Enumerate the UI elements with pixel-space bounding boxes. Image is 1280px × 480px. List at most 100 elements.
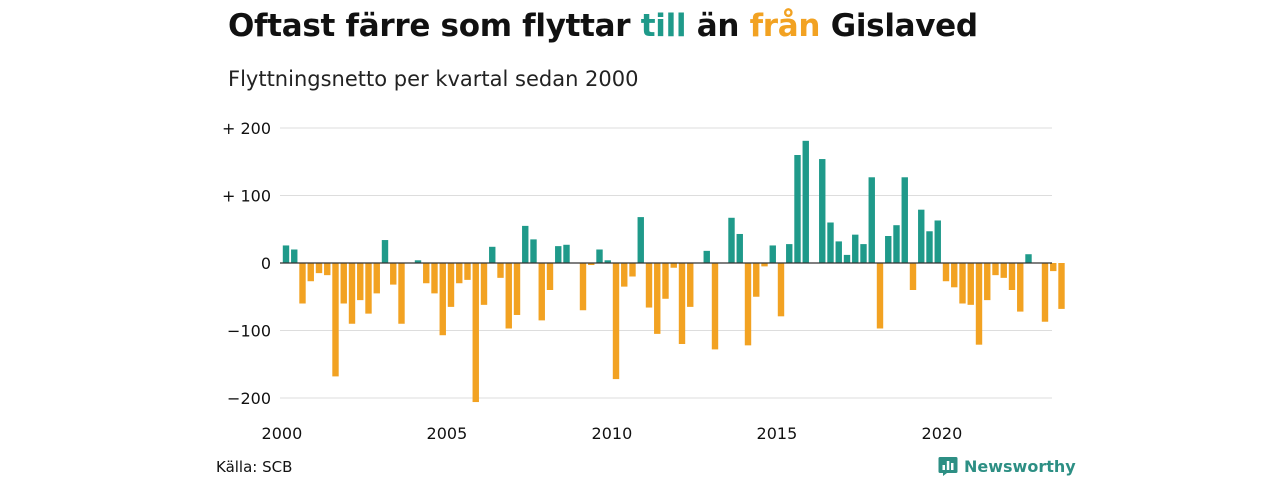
bar <box>398 263 405 324</box>
title-part-1: Oftast färre som flyttar <box>228 8 641 44</box>
bar <box>563 244 570 263</box>
chart-title: Oftast färre som flyttar till än från Gi… <box>228 8 978 44</box>
bar <box>670 263 677 268</box>
bar <box>934 220 941 263</box>
bar <box>868 177 875 263</box>
bar-chart-icon <box>938 457 958 476</box>
bar <box>439 263 446 336</box>
bar <box>555 246 562 264</box>
bar <box>744 263 752 346</box>
bar <box>827 222 834 263</box>
bar <box>390 263 397 285</box>
bar <box>786 244 793 263</box>
bar <box>843 254 851 263</box>
bar <box>662 263 669 299</box>
bar <box>381 240 389 263</box>
bar <box>340 263 347 304</box>
bar <box>819 159 826 263</box>
bar <box>1058 263 1065 309</box>
bar <box>728 217 735 263</box>
bar <box>596 249 603 263</box>
y-tick-label: −200 <box>227 389 271 408</box>
bar <box>992 263 999 276</box>
bar <box>951 263 958 288</box>
bar <box>307 263 314 282</box>
bar <box>753 263 760 297</box>
bar <box>711 263 719 350</box>
bar <box>703 250 710 263</box>
x-tick-label: 2015 <box>757 424 798 443</box>
bar <box>852 234 859 263</box>
bar <box>975 263 983 345</box>
bar <box>645 263 653 308</box>
bar <box>860 244 867 263</box>
bar <box>423 263 430 284</box>
bar <box>909 263 917 290</box>
bar <box>538 263 545 321</box>
bar <box>464 263 471 280</box>
bar <box>1025 254 1032 263</box>
bar <box>315 263 323 274</box>
bar <box>1000 263 1007 278</box>
bar <box>678 263 686 344</box>
chart-subtitle: Flyttningsnetto per kvartal sedan 2000 <box>228 67 639 91</box>
bar <box>926 231 933 263</box>
brand-name: Newsworthy <box>964 456 1076 476</box>
bar <box>324 263 331 276</box>
gridlines <box>280 127 1052 399</box>
bar <box>794 155 801 263</box>
bar <box>497 263 504 278</box>
y-tick-label: + 200 <box>222 119 271 138</box>
bar <box>612 263 620 380</box>
y-axis-ticks: + 200 + 100 0 −100 −200 <box>222 119 271 408</box>
x-axis-ticks: 2000 2005 2010 2015 2020 <box>262 424 963 443</box>
bar <box>901 177 908 263</box>
bar <box>373 263 380 294</box>
bar <box>414 260 422 263</box>
bar <box>472 263 479 403</box>
bar <box>530 239 537 264</box>
bar <box>769 245 776 263</box>
bar <box>1041 263 1049 322</box>
bar <box>282 245 290 263</box>
bar <box>604 260 611 263</box>
bar <box>876 263 884 329</box>
bar <box>579 263 587 311</box>
bar <box>736 233 743 263</box>
bars <box>282 140 1065 403</box>
y-tick-label: + 100 <box>222 187 271 206</box>
source-note: Källa: SCB <box>216 458 293 476</box>
bar <box>654 263 661 334</box>
bar <box>967 263 974 305</box>
y-tick-label: 0 <box>261 254 271 273</box>
brand-logo: Newsworthy <box>938 456 1076 476</box>
bar <box>1008 263 1016 290</box>
bar <box>348 263 356 324</box>
bar <box>365 263 372 314</box>
bar <box>588 263 595 266</box>
bar <box>802 140 809 263</box>
bar <box>456 263 463 284</box>
title-highlight-till: till <box>640 8 687 44</box>
bar <box>621 263 628 287</box>
y-tick-label: −100 <box>227 322 271 341</box>
bar <box>291 249 298 263</box>
x-tick-label: 2000 <box>262 424 303 443</box>
bar <box>761 263 768 267</box>
bar <box>505 263 512 329</box>
bar <box>629 263 636 277</box>
bar <box>522 225 529 264</box>
bar <box>332 263 339 377</box>
bar <box>480 263 488 305</box>
bar <box>918 209 925 263</box>
bar <box>431 263 438 294</box>
x-tick-label: 2010 <box>592 424 633 443</box>
bar <box>885 236 892 263</box>
bar <box>687 263 694 307</box>
bar <box>835 241 842 263</box>
bar <box>447 263 455 307</box>
title-highlight-fran: från <box>749 8 821 44</box>
bar <box>893 225 900 263</box>
bar <box>546 263 554 290</box>
